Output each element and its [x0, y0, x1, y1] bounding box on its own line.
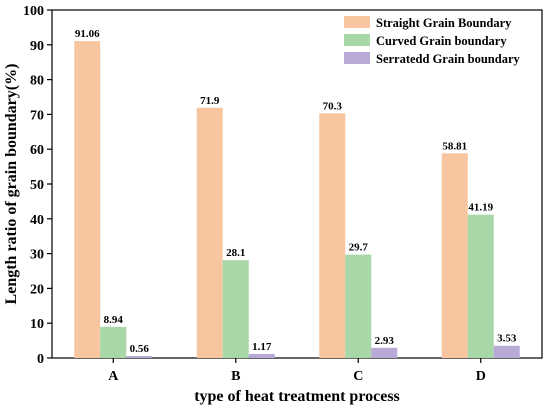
- y-tick-label: 100: [23, 4, 44, 19]
- data-label: 70.3: [323, 100, 343, 112]
- data-label: 29.7: [349, 242, 369, 254]
- data-label: 2.93: [375, 335, 395, 347]
- data-label: 28.1: [226, 247, 245, 259]
- data-label: 0.56: [130, 343, 150, 355]
- x-axis-title: type of heat treatment process: [194, 388, 400, 405]
- data-label: 3.53: [497, 333, 517, 345]
- legend-swatch: [344, 16, 370, 28]
- x-tick-label: D: [476, 369, 486, 384]
- legend-swatch: [344, 52, 370, 64]
- bar-2-C: [345, 254, 372, 358]
- data-label: 41.19: [468, 202, 493, 214]
- legend-label: Serratedd Grain boundary: [376, 52, 521, 66]
- legend: Straight Grain Boundary Curved Grain boun…: [344, 16, 521, 66]
- legend-label: Curved Grain boundary: [376, 34, 507, 48]
- data-label: 91.06: [75, 28, 100, 40]
- legend-label: Straight Grain Boundary: [376, 16, 512, 30]
- bar-3-D: [493, 345, 520, 358]
- y-axis-title: Length ratio of grain boundary(%): [3, 64, 20, 305]
- bar-1-C: [319, 113, 346, 358]
- data-label: 1.17: [252, 341, 272, 353]
- bar-1-B: [196, 107, 223, 359]
- bar-3-B: [248, 353, 275, 358]
- bar-2-B: [222, 260, 249, 358]
- bar-3-C: [371, 347, 398, 358]
- plot-area: 0 10 20 30 40 50 60 70 80 90 100 A 91.06 8.94 0.56 B 71.…: [23, 4, 543, 384]
- bar-3-A: [126, 356, 153, 358]
- y-tick-label: 10: [30, 317, 44, 332]
- y-tick-label: 80: [30, 74, 44, 89]
- y-tick-label: 40: [30, 213, 44, 228]
- y-tick-label: 0: [37, 352, 44, 367]
- y-tick-label: 50: [30, 178, 44, 193]
- data-label: 8.94: [104, 314, 124, 326]
- data-label: 58.81: [442, 140, 467, 152]
- x-tick-label: C: [353, 369, 363, 384]
- y-tick-label: 30: [30, 248, 44, 263]
- y-tick-label: 20: [30, 282, 44, 297]
- x-tick-label: A: [108, 369, 119, 384]
- bar-2-A: [100, 326, 127, 358]
- legend-swatch: [344, 34, 370, 46]
- y-tick-label: 70: [30, 108, 44, 123]
- bar-1-A: [74, 41, 101, 358]
- y-tick-label: 90: [30, 39, 44, 54]
- y-tick-label: 60: [30, 143, 44, 158]
- bar-1-D: [441, 153, 468, 358]
- data-label: 71.9: [200, 95, 220, 107]
- bar-2-D: [467, 214, 494, 358]
- x-tick-label: B: [231, 369, 240, 384]
